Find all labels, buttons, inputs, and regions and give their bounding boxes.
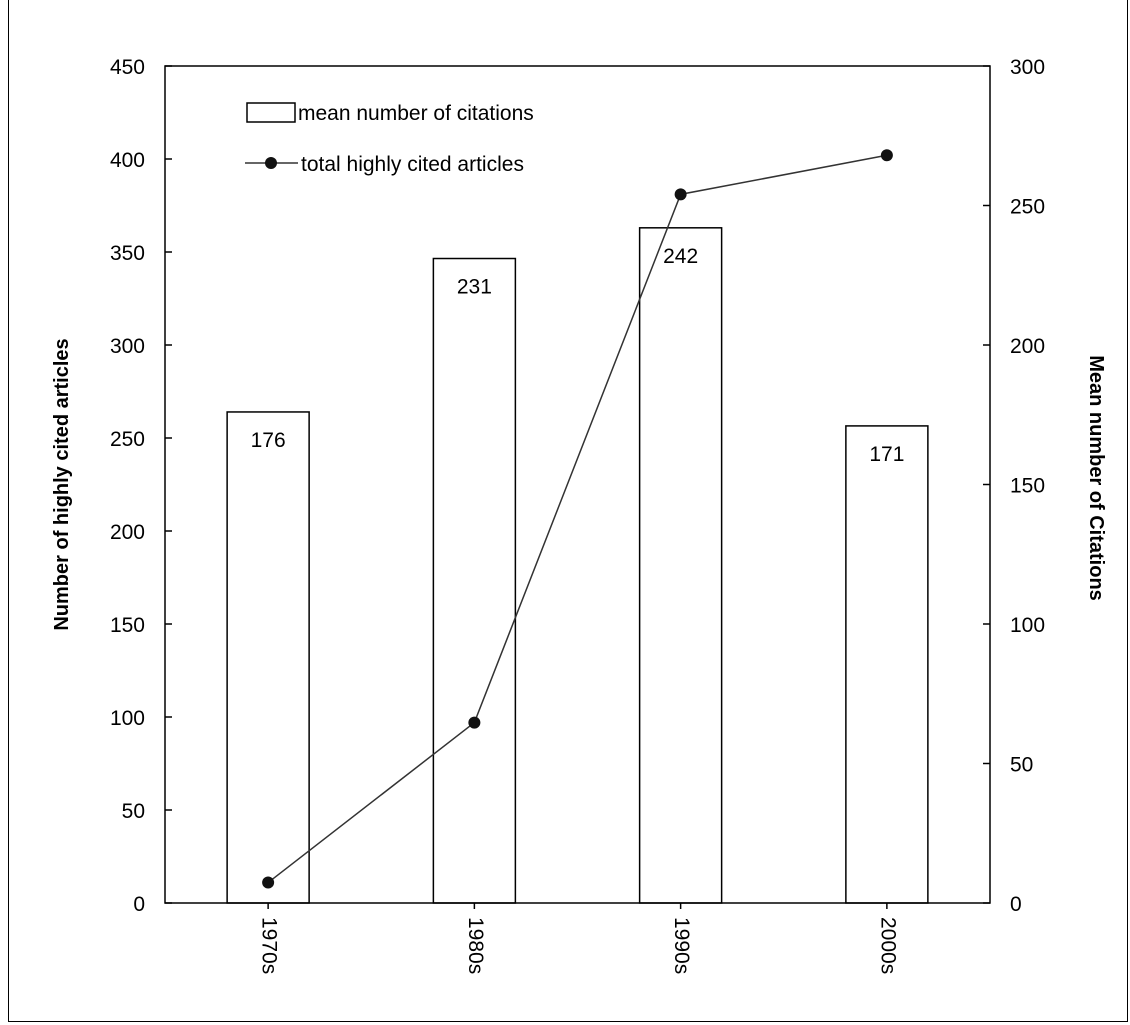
line-point-1980s [468, 716, 481, 729]
series-line-total-highly-cited-articles [267, 154, 888, 884]
left-tick-label-0: 0 [133, 893, 145, 916]
bar-1980s [432, 257, 517, 904]
left-axis-label: Number of highly cited articles [51, 338, 73, 630]
x-tick-label-1970s: 1970s [258, 917, 281, 974]
left-axis-ticks: 0 50 100 150 200 250 300 350 400 450 [110, 56, 172, 916]
legend-bar-label: mean number of citations [298, 102, 534, 125]
right-axis-label: Mean number of Citations [1085, 355, 1107, 601]
bars-layer [226, 227, 929, 904]
right-tick-label-100: 100 [1010, 614, 1045, 637]
line-point-1990s [674, 188, 687, 201]
legend-line-label: total highly cited articles [301, 153, 524, 176]
left-tick-label-150: 150 [110, 614, 145, 637]
bar-1990s [638, 227, 723, 904]
left-tick-label-300: 300 [110, 335, 145, 358]
line-point-1970s [262, 876, 275, 889]
x-tick-label-1980s: 1980s [464, 917, 487, 974]
bar-data-label-2000s: 171 [869, 443, 904, 466]
right-tick-label-0: 0 [1010, 893, 1022, 916]
right-axis-ticks: 0 50 100 150 200 250 300 [983, 56, 1045, 916]
left-tick-label-50: 50 [122, 800, 145, 823]
line-layer [262, 149, 893, 889]
bar-data-label-1970s: 176 [251, 429, 286, 452]
line-point-2000s [880, 149, 893, 162]
legend: mean number of citations total highly ci… [245, 102, 534, 176]
left-tick-label-200: 200 [110, 521, 145, 544]
left-tick-label-400: 400 [110, 149, 145, 172]
right-tick-label-300: 300 [1010, 56, 1045, 79]
x-tick-label-1990s: 1990s [670, 917, 693, 974]
bar-2000s [845, 425, 929, 904]
left-tick-label-350: 350 [110, 242, 145, 265]
bar-1970s [226, 411, 310, 904]
right-tick-label-250: 250 [1010, 196, 1045, 219]
chart-frame [8, 0, 1128, 1022]
left-tick-label-250: 250 [110, 428, 145, 451]
left-tick-label-100: 100 [110, 707, 145, 730]
bar-labels-layer: 176 231 242 171 [251, 245, 905, 466]
right-tick-label-200: 200 [1010, 335, 1045, 358]
x-tick-label-2000s: 2000s [876, 917, 899, 974]
right-tick-label-50: 50 [1010, 754, 1033, 777]
legend-line-marker [265, 157, 277, 169]
bar-data-label-1980s: 231 [457, 276, 492, 299]
right-tick-label-150: 150 [1010, 475, 1045, 498]
bar-data-label-1990s: 242 [663, 245, 698, 268]
legend-bar-swatch [246, 102, 296, 123]
left-tick-label-450: 450 [110, 56, 145, 79]
x-axis-ticks: 1970s 1980s 1990s 2000s [258, 903, 899, 974]
